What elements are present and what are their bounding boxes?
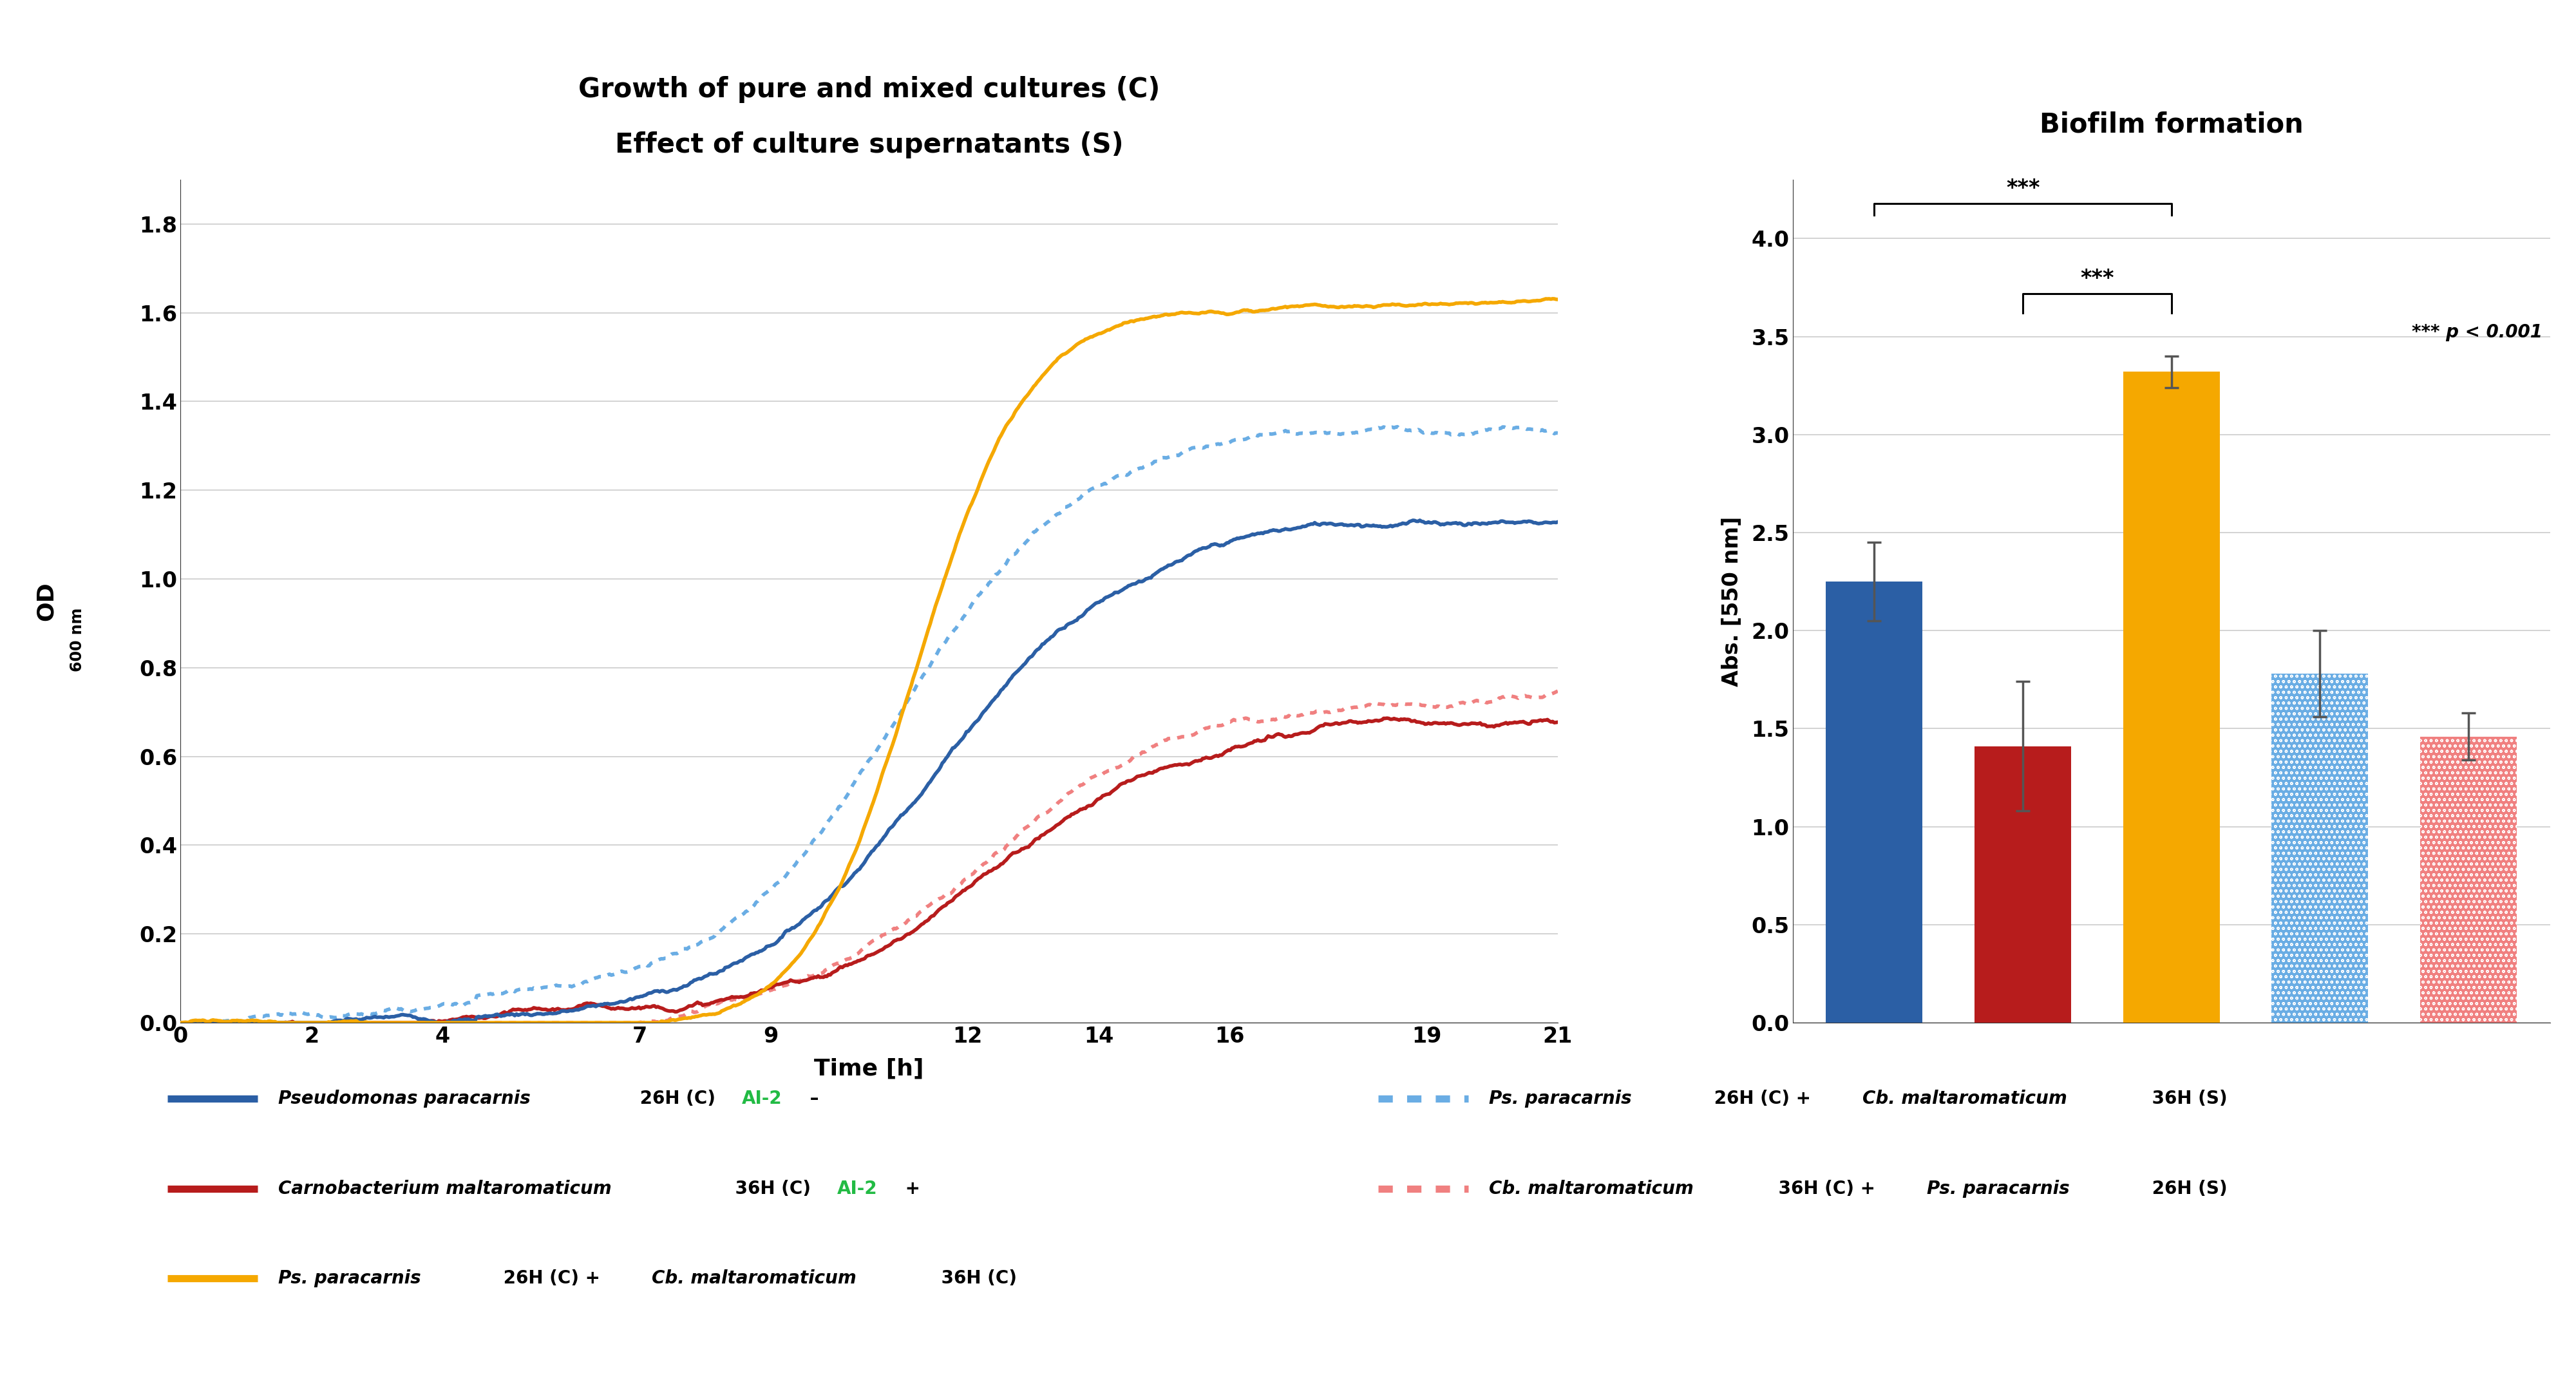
- Text: AI-2: AI-2: [837, 1179, 878, 1198]
- Text: Ps. paracarnis: Ps. paracarnis: [278, 1269, 420, 1288]
- X-axis label: Time [h]: Time [h]: [814, 1057, 925, 1079]
- Y-axis label: Abs. [550 nm]: Abs. [550 nm]: [1721, 515, 1741, 687]
- Text: OD: OD: [36, 582, 57, 621]
- Bar: [2272, 673, 2367, 1023]
- Text: Cb. maltaromaticum: Cb. maltaromaticum: [652, 1269, 855, 1288]
- Text: 36H (C): 36H (C): [729, 1179, 817, 1198]
- Text: 26H (S): 26H (S): [2146, 1179, 2228, 1198]
- Bar: [2123, 372, 2221, 1023]
- Text: Growth of pure and mixed cultures (C): Growth of pure and mixed cultures (C): [577, 76, 1159, 104]
- Text: *** p < 0.001: *** p < 0.001: [2411, 323, 2543, 341]
- Text: Cb. maltaromaticum: Cb. maltaromaticum: [1862, 1089, 2066, 1108]
- Bar: [1976, 746, 2071, 1023]
- Text: ***: ***: [2081, 268, 2115, 289]
- Text: Cb. maltaromaticum: Cb. maltaromaticum: [1489, 1179, 1692, 1198]
- Text: 36H (S): 36H (S): [2146, 1089, 2228, 1108]
- Text: Biofilm formation: Biofilm formation: [2040, 111, 2303, 138]
- Text: 26H (C): 26H (C): [634, 1089, 721, 1108]
- Text: –: –: [804, 1089, 819, 1108]
- Text: Carnobacterium maltaromaticum: Carnobacterium maltaromaticum: [278, 1179, 611, 1198]
- Bar: [1826, 582, 1922, 1023]
- Text: Ps. paracarnis: Ps. paracarnis: [1489, 1089, 1631, 1108]
- Text: 26H (C) +: 26H (C) +: [497, 1269, 605, 1288]
- Text: +: +: [899, 1179, 920, 1198]
- Bar: [2421, 737, 2517, 1023]
- Text: 36H (C): 36H (C): [935, 1269, 1018, 1288]
- Text: ***: ***: [2007, 178, 2040, 199]
- Text: 600 nm: 600 nm: [70, 608, 85, 672]
- Text: AI-2: AI-2: [742, 1089, 783, 1108]
- Text: 36H (C) +: 36H (C) +: [1772, 1179, 1880, 1198]
- Text: Pseudomonas paracarnis: Pseudomonas paracarnis: [278, 1089, 531, 1108]
- Text: Effect of culture supernatants (S): Effect of culture supernatants (S): [616, 131, 1123, 159]
- Text: 26H (C) +: 26H (C) +: [1708, 1089, 1816, 1108]
- Text: Ps. paracarnis: Ps. paracarnis: [1927, 1179, 2069, 1198]
